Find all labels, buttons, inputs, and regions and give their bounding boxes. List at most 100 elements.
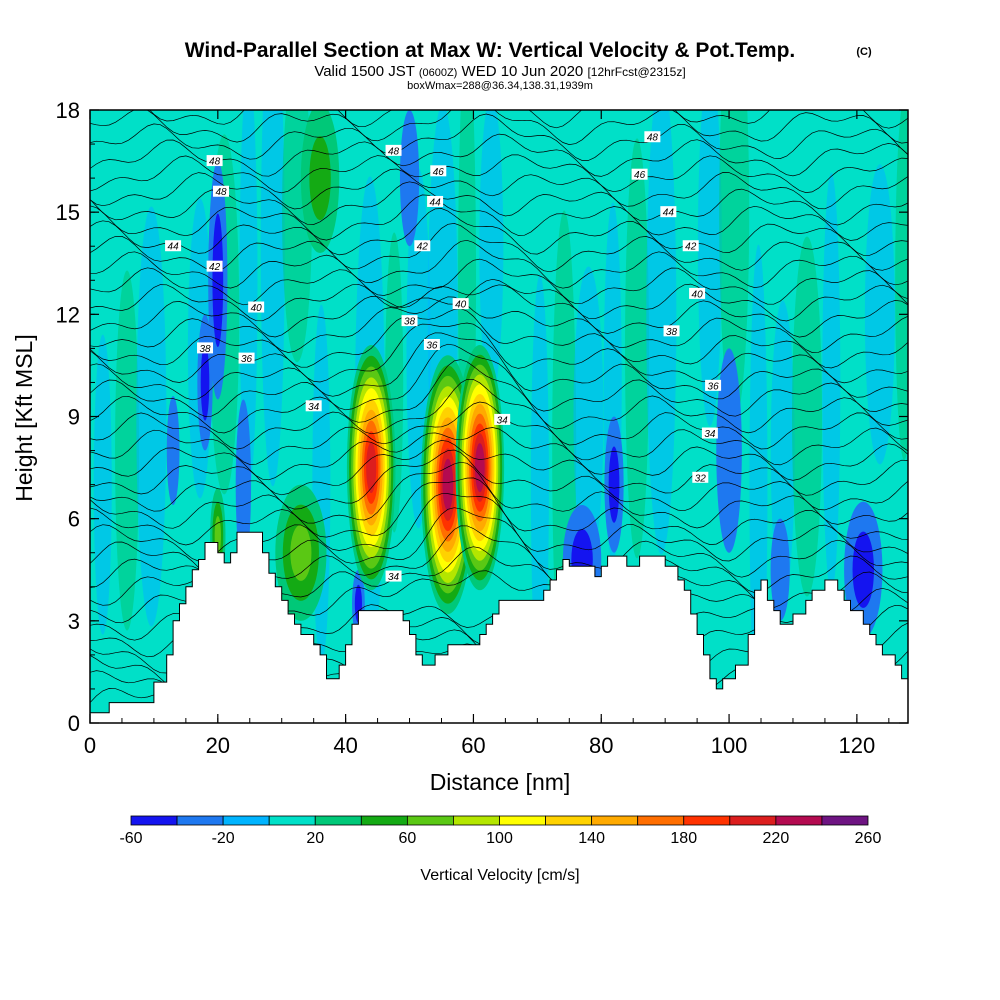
svg-text:44: 44	[168, 242, 180, 253]
svg-text:38: 38	[666, 327, 678, 338]
svg-text:34: 34	[704, 429, 716, 440]
velocity-cell	[309, 136, 331, 221]
isentrope-line	[90, 493, 908, 562]
svg-text:34: 34	[497, 415, 509, 426]
colorbar-bin	[222, 815, 270, 826]
contour-label: 48	[213, 185, 230, 198]
isentrope-line	[90, 110, 908, 145]
terrain	[90, 531, 908, 723]
colorbar-bin	[545, 815, 593, 826]
colorbar-tick-label: 140	[578, 830, 605, 847]
svg-text:32: 32	[695, 473, 707, 484]
svg-text:48: 48	[647, 133, 659, 144]
isentrope-line	[90, 477, 908, 546]
colorbar-bin	[821, 815, 869, 826]
y-tick-label: 9	[68, 405, 80, 430]
colorbar-bin	[176, 815, 224, 826]
svg-text:36: 36	[241, 354, 253, 365]
isentrope-line	[90, 332, 908, 401]
colorbar-tick-label: 180	[670, 830, 697, 847]
x-tick-label: 60	[461, 733, 485, 758]
svg-text:48: 48	[209, 157, 221, 168]
plot-area: 48 48 44 42 40 38 36 34 48 46 44 42 40 38 36 34 34 48 46 44…	[90, 110, 908, 723]
valid-date: WED 10 Jun 2020	[462, 63, 584, 80]
contour-labels: 48 48 44 42 40 38 36 34 48 46 44 42 40 38 36 34 34 48 46 44…	[165, 131, 722, 583]
svg-text:40: 40	[692, 289, 704, 300]
isentrope-line	[90, 308, 908, 369]
velocity-streak	[719, 110, 750, 423]
velocity-cell	[235, 399, 252, 570]
velocity-streak	[115, 270, 140, 631]
isentrope-line	[90, 194, 908, 241]
colorbar-tick-label: 20	[306, 830, 324, 847]
x-axis-label: Distance [nm]	[430, 769, 571, 795]
velocity-cell	[290, 524, 312, 581]
velocity-streak	[646, 110, 677, 555]
velocity-streak	[312, 304, 331, 665]
isentrope-line	[90, 154, 908, 194]
colorbar-tick-label: 220	[763, 830, 790, 847]
contour-label: 40	[689, 287, 706, 300]
velocity-cells	[166, 110, 883, 638]
colorbar-bin	[637, 815, 685, 826]
colorbar	[130, 815, 869, 826]
isentrope-line	[90, 258, 908, 306]
velocity-cell	[212, 213, 224, 348]
contour-label: 42	[414, 240, 431, 253]
svg-text:44: 44	[430, 197, 442, 208]
isentrope-line	[90, 449, 908, 512]
contour-label: 36	[705, 379, 722, 392]
forecast-info: [12hrFcst@2315z]	[587, 65, 685, 79]
isentrope-line	[90, 133, 908, 177]
velocity-cell	[852, 531, 875, 608]
velocity-streak	[864, 164, 895, 465]
x-tick-label: 0	[84, 733, 96, 758]
svg-text:34: 34	[308, 402, 320, 413]
velocity-streak	[530, 274, 549, 695]
svg-text:42: 42	[685, 242, 697, 253]
velocity-streak	[792, 236, 823, 597]
colorbar-label: Vertical Velocity [cm/s]	[420, 867, 579, 884]
colorbar-tick-label: -60	[119, 830, 142, 847]
isentrope-line	[90, 322, 908, 384]
contour-label: 48	[385, 144, 402, 157]
x-tick-label: 100	[711, 733, 748, 758]
colorbar-bin	[453, 815, 500, 826]
colorbar-tick-label: -20	[212, 830, 235, 847]
x-axis: 0 20 40 60 80 100 120	[84, 110, 890, 758]
contour-label: 32	[692, 471, 709, 484]
contour-label: 42	[682, 240, 699, 253]
contour-label: 36	[423, 338, 440, 351]
isentrope-line	[90, 461, 908, 529]
velocity-cell	[399, 110, 420, 247]
velocity-streak	[625, 138, 650, 559]
velocity-cell	[770, 518, 790, 621]
isentrope-line	[90, 378, 908, 450]
colorbar-bin	[775, 815, 823, 826]
svg-text:42: 42	[209, 262, 221, 273]
contour-label: 44	[165, 240, 182, 253]
chart-title: Wind-Parallel Section at Max W: Vertical…	[185, 39, 796, 62]
svg-text:36: 36	[708, 381, 720, 392]
chart-subtitle: Valid 1500 JST (0600Z) WED 10 Jun 2020 […	[314, 63, 685, 80]
velocity-streak	[239, 110, 258, 491]
y-tick-label: 3	[68, 609, 80, 634]
velocity-cell	[608, 446, 620, 523]
x-tick-label: 20	[206, 733, 230, 758]
svg-text:38: 38	[404, 317, 416, 328]
y-tick-label: 15	[56, 200, 80, 225]
colorbar-bin	[314, 815, 362, 826]
velocity-cell	[442, 458, 454, 511]
isentrope-line	[90, 401, 908, 466]
contour-label: 44	[660, 206, 677, 219]
contour-label: 38	[197, 342, 214, 355]
velocity-cell	[366, 442, 377, 494]
contour-label: 34	[494, 413, 511, 426]
colorbar-bin	[360, 815, 408, 826]
contour-label: 44	[427, 195, 444, 208]
velocity-cell	[474, 443, 485, 493]
isentrope-line	[90, 278, 908, 322]
isentrope-line	[90, 239, 908, 289]
